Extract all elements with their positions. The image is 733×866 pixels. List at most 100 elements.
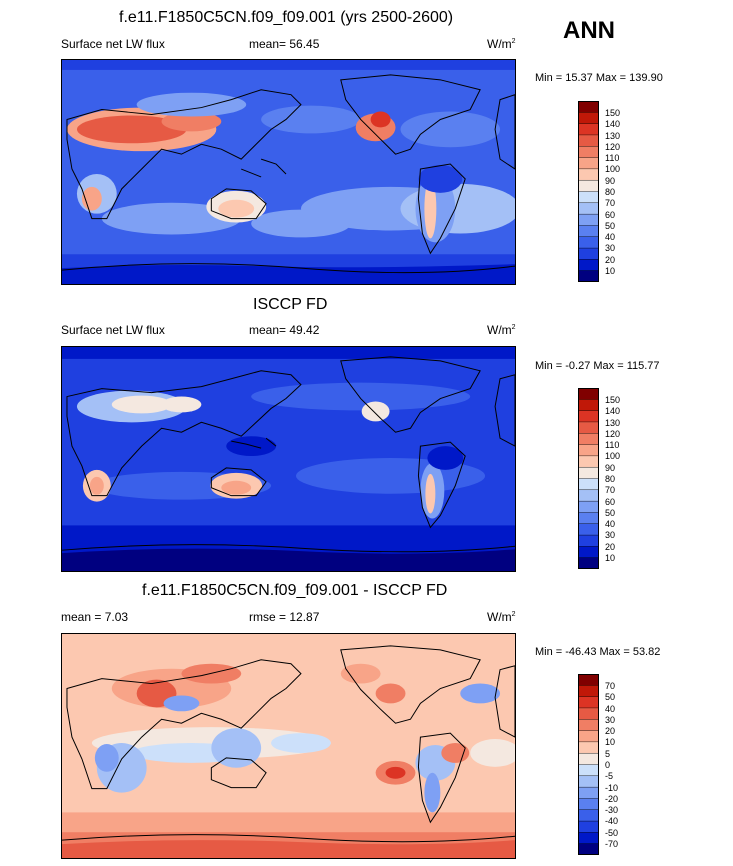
cbar1-label: 20: [605, 255, 616, 265]
colorbar-bin: [578, 123, 599, 136]
colorbar-bin: [578, 843, 599, 855]
colorbar-bin: [578, 455, 599, 468]
colorbar-bin: [578, 489, 599, 502]
colorbar-bin: [578, 410, 599, 423]
cbar3-label: -5: [605, 771, 614, 781]
colorbar-bin: [578, 674, 599, 686]
colorbar-bin: [578, 752, 599, 766]
panel1-mean-label: mean= 56.45: [249, 37, 320, 51]
cbar2-label: 90: [605, 463, 616, 473]
cbar3-label: 20: [605, 726, 616, 736]
cbar1-label: 50: [605, 221, 616, 231]
panel2-left-label: Surface net LW flux: [61, 323, 165, 337]
panel3-colorbar-bins: [578, 674, 599, 855]
cbar2-label: 20: [605, 542, 616, 552]
cbar2-label: 80: [605, 474, 616, 484]
colorbar-bin: [578, 421, 599, 434]
panel2-title: ISCCP FD: [253, 296, 328, 313]
colorbar-bin: [578, 247, 599, 260]
cbar3-label: -40: [605, 816, 619, 826]
colorbar-bin: [578, 809, 599, 822]
colorbar-bin: [578, 146, 599, 159]
panel1-left-label: Surface net LW flux: [61, 37, 165, 51]
cbar3-label: 50: [605, 692, 616, 702]
colorbar-bin: [578, 213, 599, 226]
panel2-map: [61, 346, 516, 572]
cbar1-label: 100: [605, 164, 621, 174]
colorbar-bin: [578, 466, 599, 480]
cbar1-label: 150: [605, 108, 621, 118]
cbar3-label: -20: [605, 794, 619, 804]
colorbar-bin: [578, 202, 599, 215]
panel2-colorbar-bins: [578, 388, 599, 569]
cbar1-label: 30: [605, 243, 616, 253]
cbar1-label: 80: [605, 187, 616, 197]
colorbar-bin: [578, 741, 599, 754]
colorbar-bin: [578, 730, 599, 743]
cbar3-label: 10: [605, 737, 616, 747]
cbar2-label: 110: [605, 440, 620, 450]
cbar1-label: 60: [605, 210, 616, 220]
cbar3-label: 5: [605, 749, 611, 759]
colorbar-bin: [578, 191, 599, 204]
panel2-mean-label: mean= 49.42: [249, 323, 320, 337]
cbar3-label: 40: [605, 704, 616, 714]
cbar2-label: 40: [605, 519, 616, 529]
colorbar-bin: [578, 134, 599, 147]
colorbar-bin: [578, 719, 599, 732]
colorbar-bin: [578, 270, 599, 282]
colorbar-bin: [578, 707, 599, 720]
cbar1-label: 130: [605, 131, 621, 141]
panel1-colorbar-bins: [578, 101, 599, 282]
cbar2-label: 140: [605, 406, 621, 416]
panel1-minmax: Min = 15.37 Max = 139.90: [535, 72, 663, 84]
cbar3-label: 0: [605, 760, 611, 770]
colorbar-bin: [578, 696, 599, 709]
colorbar-bin: [578, 157, 599, 170]
colorbar-bin: [578, 399, 599, 412]
colorbar-bin: [578, 557, 599, 569]
panel3-rmse-label: rmse = 12.87: [249, 610, 320, 624]
panel3-units: W/m2: [487, 610, 516, 624]
cbar3-label: -30: [605, 805, 619, 815]
cbar3-label: -50: [605, 828, 619, 838]
cbar3-label: 30: [605, 715, 616, 725]
cbar2-label: 150: [605, 395, 621, 405]
cbar1-label: 140: [605, 119, 621, 129]
cbar2-label: 120: [605, 429, 621, 439]
cbar1-label: 90: [605, 176, 616, 186]
cbar1-label: 110: [605, 153, 620, 163]
cbar1-label: 10: [605, 266, 616, 276]
colorbar-bin: [578, 685, 599, 698]
cbar2-label: 30: [605, 530, 616, 540]
colorbar-bin: [578, 786, 599, 799]
colorbar-bin: [578, 832, 599, 845]
cbar2-label: 130: [605, 418, 621, 428]
cbar1-label: 40: [605, 232, 616, 242]
colorbar-bin: [578, 259, 599, 272]
colorbar-bin: [578, 179, 599, 193]
season-label: ANN: [563, 17, 615, 44]
colorbar-bin: [578, 388, 599, 400]
cbar2-label: 10: [605, 553, 616, 563]
colorbar-bin: [578, 820, 599, 833]
colorbar-bin: [578, 236, 599, 249]
cbar2-label: 60: [605, 497, 616, 507]
colorbar-bin: [578, 478, 599, 491]
panel3-colorbar: [578, 674, 599, 855]
colorbar-bin: [578, 775, 599, 788]
colorbar-bin: [578, 101, 599, 113]
colorbar-bin: [578, 225, 599, 238]
cbar3-label: 70: [605, 681, 616, 691]
colorbar-bin: [578, 764, 599, 777]
colorbar-bin: [578, 112, 599, 125]
panel1-map: [61, 59, 516, 285]
cbar2-label: 50: [605, 508, 616, 518]
panel3-minmax: Min = -46.43 Max = 53.82: [535, 646, 661, 658]
panel3-mean-label: mean = 7.03: [61, 610, 129, 624]
colorbar-bin: [578, 534, 599, 547]
colorbar-bin: [578, 546, 599, 559]
cbar2-label: 100: [605, 451, 621, 461]
colorbar-bin: [578, 500, 599, 513]
panel3-title: f.e11.F1850C5CN.f09_f09.001 - ISCCP FD: [142, 582, 448, 599]
